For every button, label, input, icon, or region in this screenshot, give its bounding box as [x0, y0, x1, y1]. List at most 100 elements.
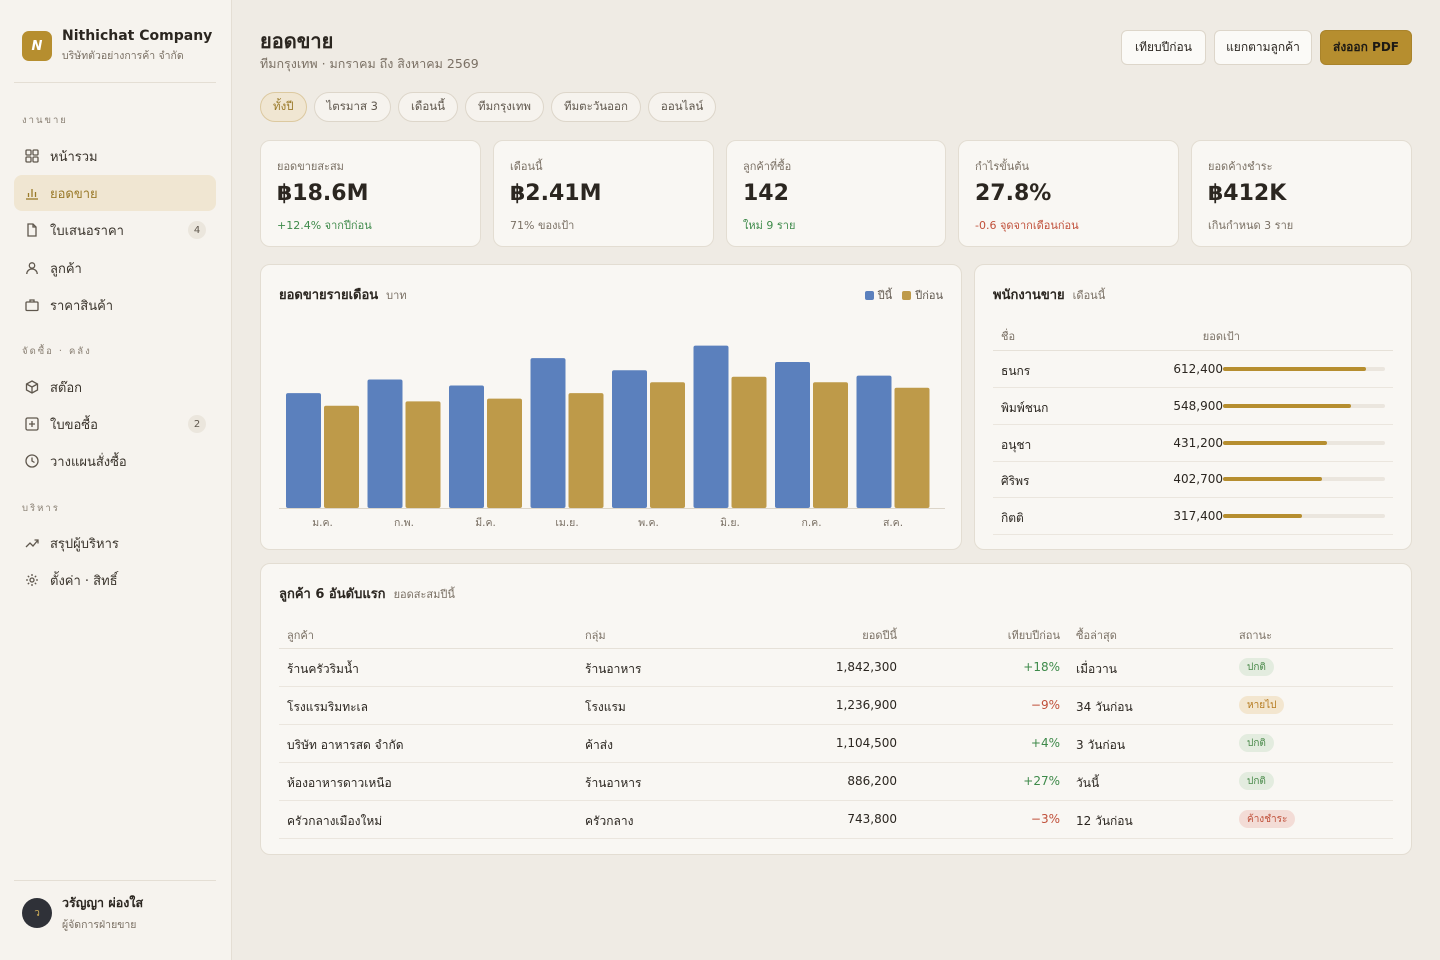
user-profile[interactable]: ว วรัญญา ผ่องใส ผู้จัดการฝ่ายขาย	[22, 893, 143, 933]
table-row[interactable]: บริษัท อาหารสด จำกัด ค้าส่ง 1,104,500 +4…	[279, 725, 1393, 763]
status-badge: ปกติ	[1239, 658, 1274, 676]
filter-chip-all-year[interactable]: ทั้งปี	[260, 92, 307, 122]
col-header-name: ชื่อ	[1001, 330, 1016, 343]
sidebar-section-sales: งานขาย	[22, 115, 68, 126]
kpi-card-this-month: เดือนนี้ ฿2.41M 71% ของเป้า	[493, 140, 714, 247]
monthly-sales-card: ยอดขายรายเดือน บาท ปีนี้ ปีก่อน ม.ค. ก.พ. ม…	[260, 264, 962, 550]
table-row[interactable]: พิมพ์ชนก 548,900	[993, 388, 1393, 425]
filter-chip-q3[interactable]: ไตรมาส 3	[313, 92, 391, 122]
target-progress-bar	[1223, 367, 1385, 371]
bar-last-year[interactable]	[487, 398, 522, 508]
table-row[interactable]: ครัวกลางเมืองใหม่ ครัวกลาง 743,800 −3% 1…	[279, 801, 1393, 839]
bar-this-year[interactable]	[286, 393, 321, 508]
target-progress-fill	[1223, 404, 1351, 408]
bar-this-year[interactable]	[775, 361, 810, 508]
target-progress-bar	[1223, 514, 1385, 518]
filter-chip-this-month[interactable]: เดือนนี้	[397, 92, 458, 122]
sidebar-item-executive-summary[interactable]: สรุปผู้บริหาร	[14, 525, 216, 561]
salesperson-name: พิมพ์ชนก	[1001, 401, 1049, 415]
export-pdf-button[interactable]: ส่งออก PDF	[1320, 30, 1412, 65]
kpi-value: ฿2.41M	[510, 181, 602, 206]
sidebar-item-label: ตั้งค่า · สิทธิ์	[50, 573, 118, 589]
chart-title: ยอดขายรายเดือน บาท	[279, 284, 407, 305]
bar-last-year[interactable]	[650, 382, 685, 508]
customer-yoy: −3%	[1030, 812, 1060, 826]
by-customer-button[interactable]: แยกตามลูกค้า	[1214, 30, 1312, 65]
salesperson-sales: 548,900	[1173, 399, 1223, 413]
target-progress-fill	[1223, 441, 1327, 445]
bar-last-year[interactable]	[731, 376, 767, 508]
kpi-value: 27.8%	[975, 181, 1052, 206]
bar-this-year[interactable]	[367, 379, 403, 508]
kpi-label: ยอดค้างชำระ	[1208, 160, 1273, 173]
legend-item-last-year[interactable]: ปีก่อน	[902, 286, 943, 304]
sidebar-item-settings[interactable]: ตั้งค่า · สิทธิ์	[14, 562, 216, 598]
sidebar-item-label: สต๊อก	[50, 380, 83, 396]
bar-this-year[interactable]	[612, 370, 647, 508]
table-row[interactable]: อนุชา 431,200	[993, 425, 1393, 462]
legend-swatch-this-year	[864, 290, 874, 300]
bar-last-year[interactable]	[568, 393, 604, 508]
bar-last-year[interactable]	[324, 405, 359, 508]
box-icon	[24, 379, 40, 395]
compare-last-year-button[interactable]: เทียบปีก่อน	[1121, 30, 1206, 65]
salesperson-name: ธนกร	[1001, 364, 1031, 378]
bar-last-year[interactable]	[405, 401, 441, 508]
filter-chip-team-east[interactable]: ทีมตะวันออก	[551, 92, 641, 122]
table-row[interactable]: กิตติ 317,400	[993, 498, 1393, 535]
salesperson-sales: 612,400	[1173, 362, 1223, 376]
sidebar-item-order-planning[interactable]: วางแผนสั่งซื้อ	[14, 443, 216, 479]
kpi-value: 142	[743, 181, 789, 206]
chart-title-text: ยอดขายรายเดือน	[279, 288, 379, 303]
customer-yoy: −9%	[1030, 698, 1060, 712]
avatar: ว	[22, 898, 52, 928]
table-row[interactable]: ศิริพร 402,700	[993, 461, 1393, 498]
kpi-label: กำไรขั้นต้น	[975, 160, 1029, 173]
bar-this-year[interactable]	[449, 385, 484, 509]
filter-chip-online[interactable]: ออนไลน์	[647, 92, 717, 122]
bar-this-year[interactable]	[856, 375, 892, 508]
customer-yoy: +27%	[1023, 774, 1060, 788]
sidebar-item-quotations[interactable]: ใบเสนอราคา 4	[14, 212, 216, 248]
sidebar-item-prices[interactable]: ราคาสินค้า	[14, 287, 216, 323]
kpi-note: -0.6 จุดจากเดือนก่อน	[975, 219, 1079, 232]
bar-this-year[interactable]	[530, 358, 566, 508]
customer-group: ร้านอาหาร	[585, 776, 642, 790]
table-row[interactable]: ธนกร 612,400	[993, 351, 1393, 388]
col-header-customer: ลูกค้า	[287, 629, 314, 642]
sidebar-item-customers[interactable]: ลูกค้า	[14, 250, 216, 286]
bar-last-year[interactable]	[894, 387, 930, 508]
bar-last-year[interactable]	[813, 382, 848, 508]
sidebar-item-overview[interactable]: หน้ารวม	[14, 138, 216, 174]
bar-this-year[interactable]	[693, 345, 729, 508]
filter-chip-team-bangkok[interactable]: ทีมกรุงเทพ	[465, 92, 545, 122]
sidebar-item-label: ยอดขาย	[50, 186, 98, 202]
sidebar-item-stock[interactable]: สต๊อก	[14, 369, 216, 405]
sales-team-title: พนักงานขาย เดือนนี้	[993, 284, 1105, 305]
user-role: ผู้จัดการฝ่ายขาย	[62, 919, 137, 931]
x-tick-label: ก.พ.	[394, 517, 414, 529]
brand-logo: N	[22, 31, 52, 61]
kpi-card-gross-margin: กำไรขั้นต้น 27.8% -0.6 จุดจากเดือนก่อน	[958, 140, 1179, 247]
customer-name: ครัวกลางเมืองใหม่	[287, 814, 383, 828]
table-row[interactable]: ห้องอาหารดาวเหนือ ร้านอาหาร 886,200 +27%…	[279, 763, 1393, 801]
target-progress-fill	[1223, 477, 1322, 481]
sidebar-item-sales[interactable]: ยอดขาย	[14, 175, 216, 211]
customer-group: ค้าส่ง	[585, 738, 613, 752]
table-row[interactable]: โรงแรมริมทะเล โรงแรม 1,236,900 −9% 34 วั…	[279, 687, 1393, 725]
legend-item-this-year[interactable]: ปีนี้	[864, 286, 892, 304]
sidebar-item-label: ใบขอซื้อ	[50, 417, 98, 433]
top-customers-card: ลูกค้า 6 อันดับแรก ยอดสะสมปีนี้ ลูกค้า กล…	[260, 563, 1412, 855]
sidebar-item-purchase-requests[interactable]: ใบขอซื้อ 2	[14, 406, 216, 442]
customers-title-text: ลูกค้า 6 อันดับแรก	[279, 587, 386, 602]
table-row[interactable]: ร้านครัวริมน้ำ ร้านอาหาร 1,842,300 +18% …	[279, 649, 1393, 687]
salesperson-sales: 431,200	[1173, 436, 1223, 450]
customer-last-purchase: 3 วันก่อน	[1076, 738, 1126, 752]
legend-swatch-last-year	[902, 290, 912, 300]
sales-team-title-text: พนักงานขาย	[993, 288, 1065, 303]
brand[interactable]: N Nithichat Company บริษัทตัวอย่างการค้า…	[22, 28, 212, 64]
sidebar-item-label: วางแผนสั่งซื้อ	[50, 454, 127, 470]
customer-last-purchase: เมื่อวาน	[1076, 662, 1117, 676]
customer-group: โรงแรม	[585, 700, 626, 714]
customer-group: ครัวกลาง	[585, 814, 634, 828]
